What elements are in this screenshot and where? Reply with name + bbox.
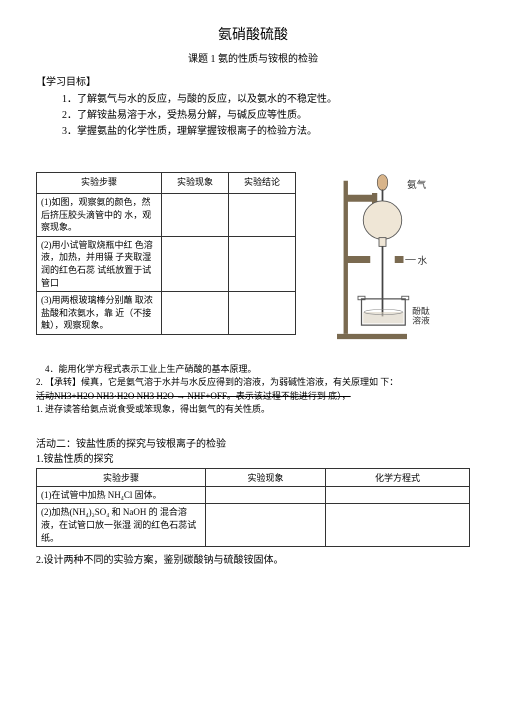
conc-cell [229,292,296,335]
activity2-title: 活动二：铵盐性质的探究与铵根离子的检验 [36,435,470,450]
eq-cell [326,486,470,504]
note-line: 活动NH3+H2O NH3·H2O NH3 H2O → NHF+OFF。表示该过… [36,390,470,404]
label-phenol: 酚酞 [412,305,430,316]
eq-cell [326,504,470,547]
goal-item: 1．了解氨气与水的反应，与酸的反应，以及氨水的不稳定性。 [62,92,470,108]
label-phenol-2: 溶液 [412,314,430,325]
goal-item: 2．了解铵盐易溶于水，受热易分解，与碱反应等性质。 [62,108,470,124]
obs-cell [162,194,229,237]
col-observation: 实验现象 [206,468,326,486]
page-title: 氨硝酸硫酸 [36,24,470,44]
apparatus-diagram: 氨气 水 酚酞 溶液 [302,172,442,359]
label-water: 水 [418,255,428,267]
col-conclusion: 实验结论 [229,173,296,194]
step-cell: (1)在试管中加热 NH₄Cl 固体。 [37,486,206,504]
step-cell: (2)用小试管取烧瓶中红 色溶液，加热，并用镊 子夹取湿润的红色石蕊 试纸放置于… [37,236,162,291]
apparatus-svg: 氨气 水 酚酞 溶液 [302,172,442,356]
experiment-table-2: 实验步骤 实验现象 化学方程式 (1)在试管中加热 NH₄Cl 固体。 (2)加… [36,468,470,547]
experiment-table-1: 实验步骤 实验现象 实验结论 (1)如图，观察氨的颜色，然后挤压胶头滴管中的 水… [36,172,296,335]
conc-cell [229,236,296,291]
obs-cell [206,504,326,547]
note-line: 4．能用化学方程式表示工业上生产硝酸的基本原理。 [36,363,470,377]
col-step: 实验步骤 [37,173,162,194]
post-table-notes: 4．能用化学方程式表示工业上生产硝酸的基本原理。 2. 【承转】候真，它是氨气溶… [36,363,470,417]
conc-cell [229,194,296,237]
step-cell: (3)用两根玻璃棒分别蘸 取浓盐酸和浓氨水，靠 近（不接触），观察现象。 [37,292,162,335]
note-line: 1. 进存读答给氨点说食受或笨现象，得出氨气的有关性质。 [36,403,470,417]
col-step: 实验步骤 [37,468,206,486]
obs-cell [162,292,229,335]
goals-heading: 【学习目标】 [36,73,470,88]
note-line: 2. 【承转】候真，它是氨气溶于水并与水反应得到的溶液，为弱碱性溶液，有关原理如… [36,376,470,390]
goal-item: 3．掌握氨盐的化学性质，理解掌握铵根离子的检验方法。 [62,124,470,140]
activity2-sub2: 2.设计两种不同的实验方案，鉴别碳酸钠与硫酸铵固体。 [36,551,470,566]
col-equation: 化学方程式 [326,468,470,486]
activity2-sub: 1.铵盐性质的探究 [36,450,470,465]
step-cell: (2)加热(NH₄)₂SO₄ 和 NaOH 的 混合溶液，在试管口放一张湿 润的… [37,504,206,547]
goal-list: 1．了解氨气与水的反应，与酸的反应，以及氨水的不稳定性。 2．了解铵盐易溶于水，… [36,92,470,140]
label-gas: 氨气 [407,179,427,191]
obs-cell [206,486,326,504]
obs-cell [162,236,229,291]
step-cell: (1)如图，观察氨的颜色，然后挤压胶头滴管中的 水，观察现象。 [37,194,162,237]
page-subtitle: 课题 1 氨的性质与铵根的检验 [36,50,470,65]
col-observation: 实验现象 [162,173,229,194]
